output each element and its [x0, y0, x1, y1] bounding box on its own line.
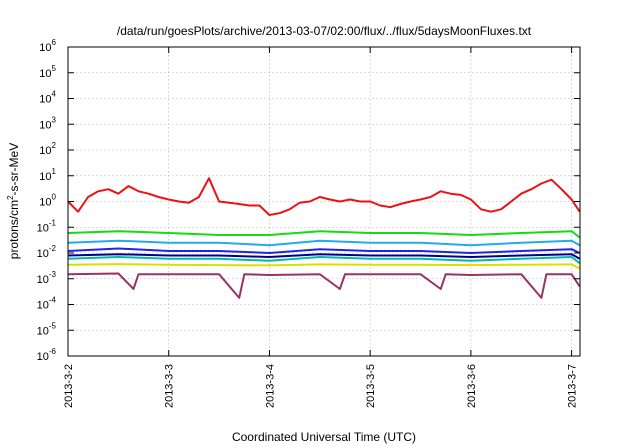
y-axis-label-exp: 2	[6, 195, 15, 200]
y-tick-label: 102	[39, 141, 56, 157]
series-line-6	[67, 263, 581, 270]
y-axis-label: protons/cm2-s-sr-MeV	[6, 143, 21, 259]
y-tick-exp: 0	[52, 193, 57, 202]
x-axis-label: Coordinated Universal Time (UTC)	[232, 430, 416, 444]
y-tick-label: 10-6	[37, 347, 57, 363]
y-tick-exp: -5	[49, 321, 57, 330]
y-axis-label-part2: -s-sr-MeV	[7, 143, 21, 196]
y-tick-base: 10	[37, 222, 49, 234]
x-tick-label: 2013-3-2	[63, 364, 75, 408]
x-tick-label: 2013-3-4	[264, 364, 276, 408]
y-tick-exp: 5	[52, 64, 57, 73]
x-tick-label: 2013-3-7	[567, 364, 579, 408]
y-tick-exp: 3	[52, 115, 57, 124]
y-tick-label: 10-2	[37, 244, 57, 260]
y-tick-exp: -1	[49, 218, 57, 227]
y-tick-label: 101	[39, 167, 56, 183]
y-tick-base: 10	[39, 94, 51, 106]
x-tick-label: 2013-3-6	[466, 364, 478, 408]
series-line-2	[67, 239, 581, 247]
y-tick-base: 10	[39, 68, 51, 80]
y-tick-exp: 2	[52, 141, 57, 150]
y-tick-label: 10-1	[37, 218, 57, 234]
y-tick-base: 10	[37, 300, 49, 312]
y-tick-base: 10	[39, 197, 51, 209]
y-tick-exp: -4	[49, 296, 57, 305]
y-tick-base: 10	[37, 248, 49, 260]
series-line-1	[67, 230, 581, 239]
y-tick-exp: 1	[52, 167, 57, 176]
y-axis-label-part1: protons/cm	[7, 200, 21, 259]
y-tick-exp: 6	[52, 38, 57, 47]
series-line-3	[67, 247, 581, 254]
y-tick-label: 100	[39, 193, 56, 209]
y-tick-base: 10	[37, 325, 49, 337]
y-tick-base: 10	[39, 145, 51, 157]
y-tick-base: 10	[37, 351, 49, 363]
x-tick-label: 2013-3-5	[365, 364, 377, 408]
series-group	[67, 177, 581, 299]
y-tick-base: 10	[39, 42, 51, 54]
y-tick-label: 10-3	[37, 270, 57, 286]
grid	[68, 47, 580, 356]
y-tick-base: 10	[39, 119, 51, 131]
series-line-0	[67, 177, 581, 216]
chart-title: /data/run/goesPlots/archive/2013-03-07/0…	[117, 24, 532, 38]
y-tick-base: 10	[39, 171, 51, 183]
y-tick-label: 106	[39, 38, 56, 54]
x-axis-ticks: 2013-3-2 2013-3-3 2013-3-4 2013-3-5 2013-3-6…	[63, 47, 579, 408]
y-tick-base: 10	[37, 274, 49, 286]
y-tick-label: 10-5	[37, 321, 57, 337]
x-tick-label: 2013-3-3	[164, 364, 176, 408]
y-tick-exp: -6	[49, 347, 57, 356]
y-tick-exp: -2	[49, 244, 57, 253]
series-line-5	[67, 256, 581, 264]
y-tick-exp: 4	[52, 90, 57, 99]
y-tick-label: 103	[39, 115, 56, 131]
plot-frame	[67, 46, 581, 357]
y-tick-label: 105	[39, 64, 56, 80]
series-line-4	[67, 253, 581, 260]
y-tick-label: 104	[39, 90, 56, 106]
y-tick-exp: -3	[49, 270, 57, 279]
series-line-7	[67, 272, 581, 299]
y-axis-ticks: 10-610-510-410-310-210-11001011021031041…	[37, 38, 580, 363]
y-tick-label: 10-4	[37, 296, 57, 312]
